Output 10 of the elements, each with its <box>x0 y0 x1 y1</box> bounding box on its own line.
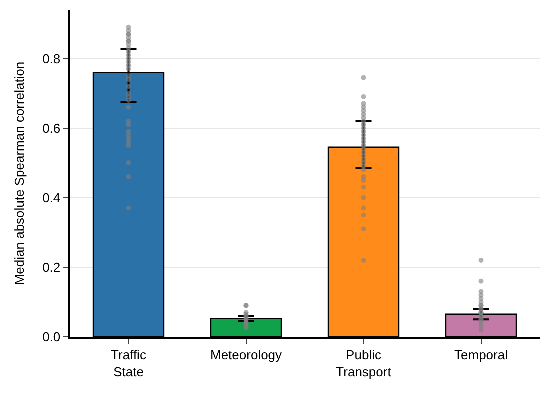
y-axis-title: Median absolute Spearman correlation <box>12 62 28 286</box>
x-tick-label: Temporal <box>454 347 508 362</box>
y-tick-label: 0.8 <box>42 51 61 66</box>
y-tick-label: 0.2 <box>42 260 61 275</box>
y-tick-label: 0.6 <box>42 120 61 136</box>
x-tick-label: Public Transport <box>336 347 392 380</box>
y-tick-label: 0.4 <box>42 190 61 206</box>
y-tick-label: 0.0 <box>42 330 61 345</box>
x-tick-label: Meteorology <box>210 347 283 362</box>
x-tick-label: Traffic State <box>111 347 147 380</box>
